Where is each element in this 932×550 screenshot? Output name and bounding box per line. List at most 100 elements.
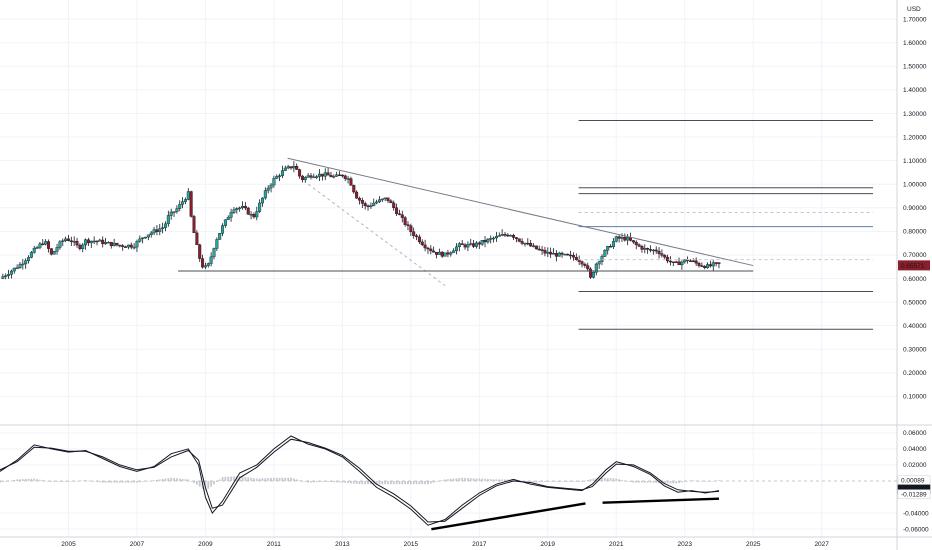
candle-down bbox=[397, 213, 401, 215]
time-tick-label: 2021 bbox=[609, 541, 624, 548]
candle-down bbox=[574, 256, 578, 261]
candle-down bbox=[420, 241, 424, 246]
histogram-bar bbox=[407, 481, 409, 485]
histogram-bar bbox=[495, 479, 498, 481]
dashed-trendline[interactable] bbox=[307, 183, 446, 286]
candle-up bbox=[275, 176, 279, 179]
candle-up bbox=[226, 217, 230, 220]
histogram-bar bbox=[512, 479, 515, 481]
histogram-bar bbox=[675, 481, 678, 484]
candle-up bbox=[369, 205, 373, 207]
histogram-bar bbox=[544, 481, 546, 482]
candle-up bbox=[494, 235, 498, 239]
histogram-bar bbox=[692, 480, 695, 481]
candle-up bbox=[29, 252, 33, 258]
histogram-bar bbox=[164, 478, 167, 481]
histogram-bar bbox=[626, 481, 629, 482]
histogram-bar bbox=[561, 481, 563, 482]
candle-down bbox=[634, 241, 638, 245]
candle-up bbox=[486, 238, 490, 243]
histogram-bar bbox=[646, 481, 649, 483]
candle-up bbox=[263, 190, 267, 199]
histogram-bar bbox=[104, 481, 107, 483]
candle-up bbox=[346, 178, 350, 180]
time-tick-label: 2011 bbox=[267, 541, 281, 548]
divergence-line[interactable] bbox=[431, 502, 586, 531]
candle-down bbox=[435, 252, 439, 255]
candle-down bbox=[586, 265, 590, 270]
histogram-bar bbox=[53, 481, 56, 482]
candle-down bbox=[201, 258, 205, 268]
histogram-bar bbox=[138, 481, 141, 483]
candle-up bbox=[606, 246, 610, 251]
candle-up bbox=[9, 270, 13, 275]
candle-down bbox=[549, 251, 553, 255]
histogram-bar bbox=[589, 479, 592, 481]
candle-down bbox=[583, 263, 587, 266]
histogram-bar bbox=[341, 481, 344, 483]
divergence-line[interactable] bbox=[602, 497, 720, 504]
histogram-bar bbox=[10, 480, 13, 482]
signal-line bbox=[0, 438, 720, 523]
candle-down bbox=[663, 255, 667, 258]
histogram-bar bbox=[672, 481, 675, 484]
candle-up bbox=[158, 228, 162, 232]
candle-up bbox=[260, 197, 264, 204]
histogram-bar bbox=[447, 479, 449, 481]
time-tick-label: 2017 bbox=[472, 541, 487, 548]
candle-up bbox=[249, 213, 253, 216]
candle-down bbox=[400, 214, 404, 218]
candle-up bbox=[597, 261, 601, 265]
candle-up bbox=[81, 244, 85, 249]
histogram-bar bbox=[335, 481, 338, 483]
candle-down bbox=[195, 232, 199, 245]
time-tick-label: 2015 bbox=[404, 541, 419, 548]
histogram-bar bbox=[364, 481, 367, 485]
histogram-bar bbox=[572, 481, 575, 482]
histogram-bar bbox=[310, 481, 312, 483]
candle-up bbox=[175, 208, 179, 212]
candle-down bbox=[714, 262, 718, 264]
candle-down bbox=[426, 247, 430, 250]
histogram-bar bbox=[581, 481, 583, 482]
candle-down bbox=[529, 242, 533, 247]
histogram-bar bbox=[36, 479, 38, 481]
candle-down bbox=[668, 260, 672, 263]
histogram-bar bbox=[367, 481, 369, 485]
price-tick-label: 1.30000 bbox=[903, 111, 927, 118]
histogram-bar bbox=[215, 481, 218, 482]
candle-up bbox=[546, 251, 550, 254]
candle-down bbox=[483, 240, 487, 243]
candle-up bbox=[306, 175, 310, 178]
histogram-bar bbox=[121, 481, 124, 483]
macd-value-label: 0.00089 bbox=[901, 478, 925, 485]
candle-up bbox=[454, 246, 458, 251]
descending-trendline[interactable] bbox=[287, 157, 754, 267]
candle-up bbox=[61, 240, 65, 243]
candle-down bbox=[352, 185, 356, 193]
histogram-bar bbox=[409, 481, 412, 485]
time-tick-label: 2027 bbox=[814, 541, 829, 548]
candle-up bbox=[169, 211, 173, 216]
histogram-bar bbox=[241, 476, 244, 481]
histogram-bar bbox=[361, 481, 364, 485]
candle-up bbox=[551, 253, 555, 255]
histogram-bar bbox=[59, 481, 61, 482]
histogram-bar bbox=[427, 481, 429, 485]
histogram-bar bbox=[67, 481, 70, 482]
histogram-bar bbox=[1, 481, 4, 483]
candle-up bbox=[683, 259, 687, 263]
histogram-bar bbox=[615, 478, 618, 481]
histogram-bar bbox=[39, 479, 41, 481]
candle-up bbox=[278, 175, 282, 177]
candle-up bbox=[449, 252, 453, 255]
time-tick-label: 2025 bbox=[746, 541, 761, 548]
histogram-bar bbox=[255, 478, 258, 481]
histogram-bar bbox=[210, 481, 213, 487]
histogram-bar bbox=[101, 481, 104, 483]
histogram-bar bbox=[158, 479, 161, 481]
candle-up bbox=[258, 202, 262, 212]
candle-down bbox=[129, 244, 133, 248]
histogram-bar bbox=[198, 481, 201, 487]
